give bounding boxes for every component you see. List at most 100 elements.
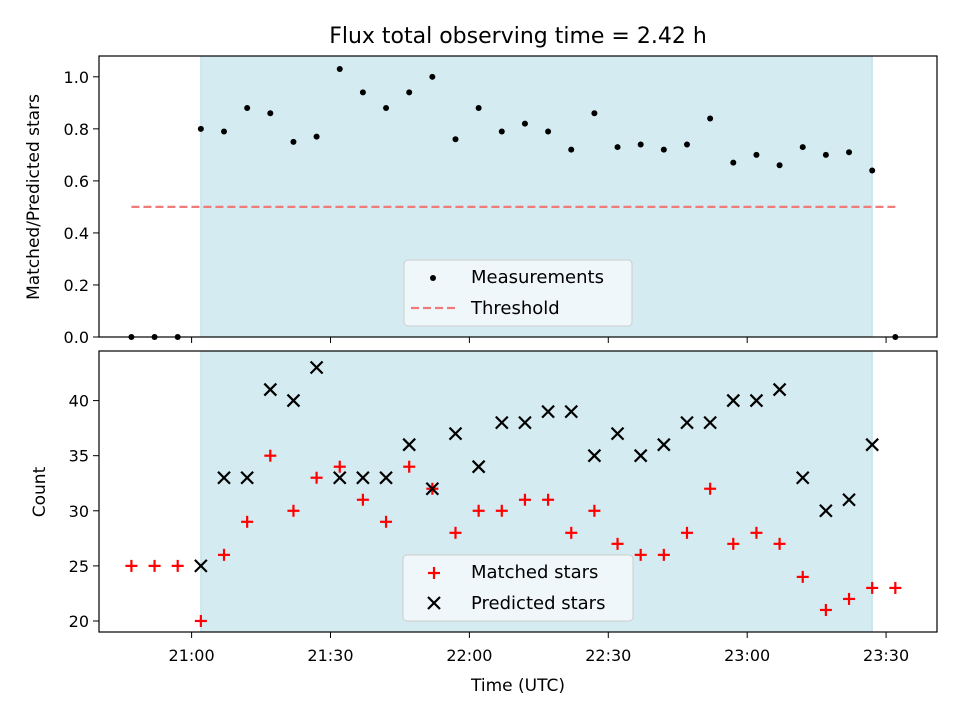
y-tick-label: 40: [69, 392, 89, 411]
matched-star-point: [403, 460, 416, 473]
legend-marker-matched: [428, 567, 440, 579]
x-tick-label: 23:30: [863, 646, 909, 665]
top-legend: Measurements Threshold: [403, 259, 633, 327]
measurement-point: [637, 141, 644, 148]
y-tick-label: 20: [69, 612, 89, 631]
predicted-star-point: [332, 470, 347, 485]
matched-star-point: [287, 504, 300, 517]
matched-star-point: [773, 537, 786, 550]
matched-star-point: [889, 581, 902, 594]
predicted-star-point: [356, 470, 370, 485]
measurement-point: [730, 159, 737, 166]
predicted-star-point: [633, 448, 648, 463]
measurement-point: [846, 149, 853, 156]
predicted-star-point: [587, 448, 602, 463]
measurement-point: [452, 136, 459, 143]
matched-star-point: [333, 460, 346, 473]
predicted-star-point: [772, 382, 787, 397]
measurement-point: [383, 105, 390, 112]
top-y-axis-label: Matched/Predicted stars: [24, 94, 44, 300]
predicted-star-point: [610, 426, 625, 441]
predicted-star-point: [819, 504, 833, 518]
bottom-y-axis-label: Count: [30, 466, 50, 517]
measurement-point: [498, 128, 505, 135]
bottom-legend: Matched stars Predicted stars: [402, 554, 634, 622]
matched-star-point: [542, 493, 555, 506]
matched-star-point: [843, 592, 856, 605]
measurement-point: [707, 115, 714, 122]
matched-star-point: [704, 482, 717, 495]
legend-label-measurements: Measurements: [471, 267, 604, 288]
measurement-point: [197, 125, 204, 132]
matched-star-point: [380, 515, 393, 528]
matched-star-point: [819, 603, 832, 616]
measurement-point: [267, 110, 274, 117]
matched-star-point: [588, 504, 601, 517]
predicted-star-point: [263, 382, 278, 397]
bottom-legend-box: [402, 554, 634, 622]
predicted-star-point: [286, 393, 301, 408]
measurement-point: [568, 146, 575, 153]
x-axis-label: Time (UTC): [470, 676, 565, 696]
measurement-point: [290, 138, 297, 145]
x-tick-label: 22:30: [585, 646, 631, 665]
matched-star-point: [241, 515, 254, 528]
chart-title: Flux total observing time = 2.42 h: [329, 24, 707, 49]
y-tick-label: 1.0: [64, 68, 89, 87]
x-tick-label: 23:00: [724, 646, 770, 665]
matched-star-point: [634, 548, 647, 561]
measurement-point: [313, 133, 320, 140]
measurement-point: [591, 110, 598, 117]
y-tick-label: 0.4: [64, 224, 89, 243]
measurement-point: [545, 128, 552, 135]
legend-label-matched: Matched stars: [471, 562, 598, 583]
predicted-star-point: [471, 459, 486, 474]
predicted-star-point: [842, 492, 856, 507]
matched-star-point: [449, 526, 462, 539]
matched-star-point: [495, 504, 508, 517]
predicted-star-point: [726, 393, 741, 408]
measurement-point: [869, 167, 876, 174]
measurement-point: [753, 151, 760, 158]
predicted-star-point: [541, 404, 555, 419]
measurement-point: [799, 144, 806, 151]
x-tick-label: 21:00: [169, 646, 215, 665]
bottom-axes-frame: [98, 350, 938, 633]
measurement-point: [429, 73, 436, 80]
measurement-point: [614, 144, 621, 151]
matched-star-point: [611, 537, 624, 550]
matched-star-point: [866, 581, 879, 594]
matched-star-point: [518, 493, 531, 506]
predicted-star-point: [657, 437, 671, 452]
measurement-point: [683, 141, 690, 148]
top-axes-frame: [98, 55, 938, 338]
measurement-point: [221, 128, 228, 135]
predicted-star-point: [425, 481, 440, 496]
matched-star-point: [565, 526, 578, 539]
predicted-star-point: [402, 437, 416, 452]
predicted-star-point: [448, 426, 463, 441]
legend-marker-measurements: [430, 275, 436, 281]
legend-marker-predicted: [427, 596, 441, 610]
x-tick-label: 22:00: [446, 646, 492, 665]
measurement-point: [822, 151, 829, 158]
predicted-star-point: [749, 393, 764, 408]
measurement-point: [776, 162, 783, 169]
y-tick-label: 0.0: [64, 328, 89, 347]
matched-star-point: [264, 449, 277, 462]
predicted-star-point: [795, 470, 810, 485]
predicted-star-point: [680, 415, 694, 430]
measurement-point: [475, 105, 482, 112]
y-tick-label: 0.6: [64, 172, 89, 191]
predicted-star-point: [703, 415, 717, 430]
matched-star-point: [472, 504, 485, 517]
matched-star-point: [727, 537, 740, 550]
predicted-star-point: [865, 437, 879, 452]
predicted-star-point: [240, 470, 254, 485]
matched-star-point: [680, 526, 693, 539]
measurement-point: [244, 105, 251, 112]
matched-star-point: [750, 526, 763, 539]
y-tick-label: 0.8: [64, 120, 89, 139]
predicted-star-point: [217, 470, 231, 485]
